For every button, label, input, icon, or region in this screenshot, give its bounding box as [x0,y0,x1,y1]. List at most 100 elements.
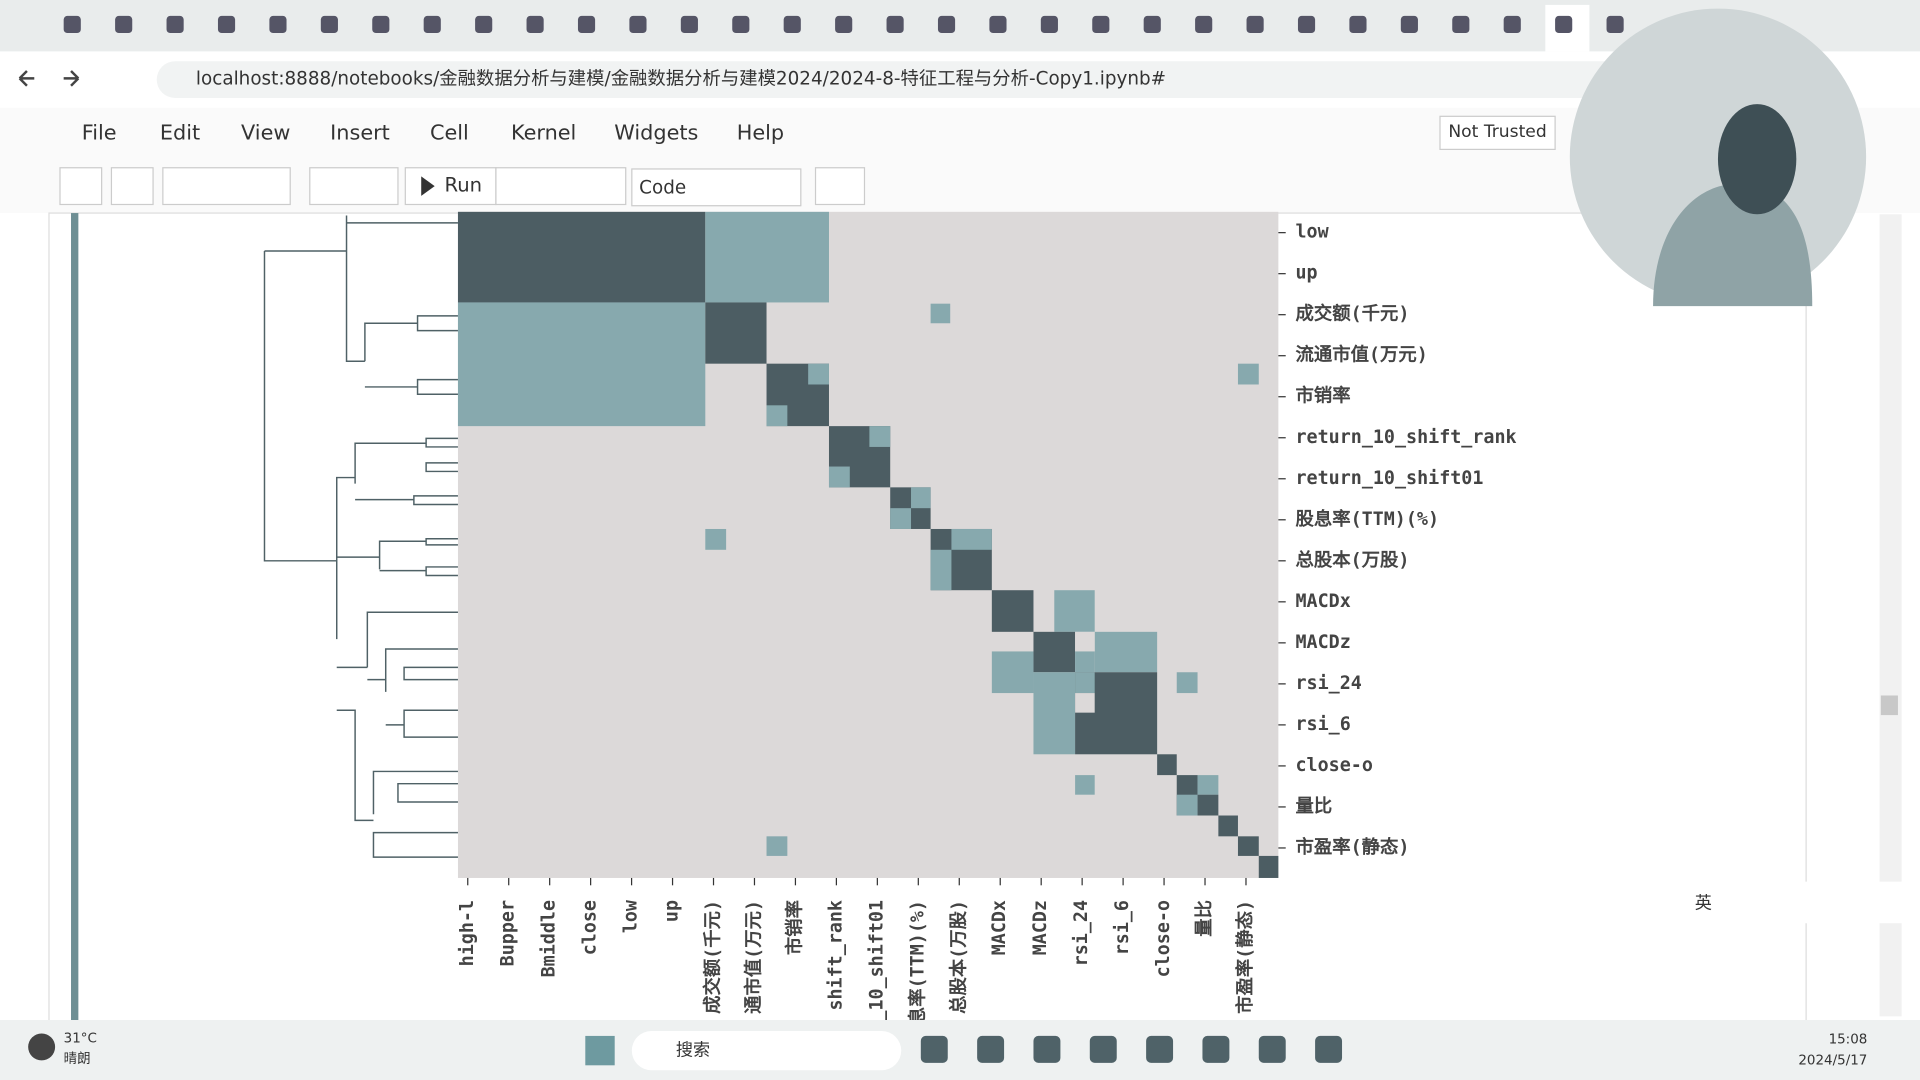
tab-icon[interactable] [577,15,596,34]
col-label: shift_rank [825,900,846,1011]
heatmap-cell [1157,754,1177,776]
row-label: 量比 [1296,795,1333,817]
row-label: rsi_24 [1296,673,1362,694]
heatmap-cell [808,363,829,385]
toolbar-group[interactable] [495,167,627,206]
row-label: return_10_shift_rank [1296,427,1517,448]
heatmap-cell [766,405,788,427]
cell-type-select[interactable] [631,168,802,207]
tab-icon[interactable] [1606,15,1624,34]
toolbar-group[interactable] [110,167,154,206]
tab-icon[interactable] [1503,15,1521,34]
temperature: 31°C [64,1031,97,1046]
nav-button[interactable] [18,70,35,87]
heatmap-cell [869,426,891,447]
taskbar-app[interactable] [1258,1035,1286,1063]
col-label: 市销率 [783,900,805,955]
toolbar-group[interactable] [309,167,399,206]
tab-icon[interactable] [320,15,338,34]
run-label: Run [444,174,482,197]
taskbar-app[interactable] [1089,1035,1117,1063]
tab-icon[interactable] [1452,15,1470,34]
menu-item[interactable]: Cell [430,120,469,144]
tab-icon[interactable] [680,15,698,34]
col-label: up [662,900,683,922]
row-label: low [1296,222,1330,243]
heatmap-cell [890,508,912,529]
taskbar-app[interactable] [1315,1035,1343,1063]
taskbar-app[interactable] [1202,1035,1230,1063]
menu-item[interactable]: Edit [160,120,200,144]
tab-icon[interactable] [1555,15,1573,34]
tab-icon[interactable] [1040,15,1058,34]
heatmap-cell [828,466,850,488]
tab-icon[interactable] [526,15,544,34]
keyboard-button[interactable] [814,167,866,206]
tab-icon[interactable] [269,15,287,34]
tab-icon[interactable] [166,15,184,34]
cell-type: Code [639,178,686,199]
tab-icon[interactable] [1400,15,1418,34]
heatmap-cell [1218,815,1238,837]
heatmap-cell [457,302,706,427]
row-label: close-o [1296,755,1373,776]
menu-item[interactable]: Widgets [614,120,698,144]
tab-icon[interactable] [732,15,750,34]
toolbar-group[interactable] [162,167,291,206]
menu-item[interactable]: File [82,120,117,144]
toolbar-group[interactable] [59,167,103,206]
tab-icon[interactable] [63,15,81,34]
col-label: high-l [457,900,478,966]
run-icon [421,176,435,196]
row-label: 股息率(TTM)(%) [1295,508,1440,530]
row-label: 成交额(千元) [1296,303,1410,325]
tab-icon[interactable] [629,15,647,34]
nav-button[interactable] [63,70,80,87]
col-label: Bupper [498,900,519,966]
col-label: _10_shift01 [866,900,887,1022]
tab-icon[interactable] [1246,15,1264,34]
tab-bar [0,0,1920,52]
tab-icon[interactable] [1297,15,1316,34]
col-label: 量比 [1193,900,1215,937]
tab-icon[interactable] [423,15,441,34]
taskbar-app[interactable] [1033,1035,1061,1063]
search-box[interactable] [631,1031,902,1071]
tab-icon[interactable] [475,15,493,34]
scrollbar[interactable] [1879,214,1902,1017]
menu-item[interactable]: View [241,120,290,144]
tab-icon[interactable] [989,15,1007,34]
tab-icon[interactable] [886,15,904,34]
heatmap-cell [1075,775,1095,795]
tab-icon[interactable] [1143,15,1161,34]
menu-item[interactable]: Help [737,120,784,144]
tab-icon[interactable] [937,15,956,34]
url-field[interactable] [156,61,1627,98]
scroll-thumb[interactable] [1880,695,1898,716]
tab-icon[interactable] [217,15,236,34]
tab-icon[interactable] [1195,15,1213,34]
row-label: MACDz [1296,632,1351,653]
heatmap-cell [1176,672,1198,694]
taskbar-app[interactable] [977,1035,1005,1063]
tab-icon[interactable] [783,15,801,34]
start-button[interactable] [585,1035,615,1066]
tab-icon[interactable] [1349,15,1367,34]
ime-mode[interactable]: 英 [1695,894,1712,914]
tab-icon[interactable] [372,15,390,34]
row-label: up [1296,263,1318,284]
menu-item[interactable]: Kernel [511,120,576,144]
tab-icon[interactable] [115,15,133,34]
trust-badge[interactable] [1439,115,1556,150]
heatmap-cell [457,211,706,303]
tab-icon[interactable] [835,15,853,34]
tab-icon[interactable] [1092,15,1110,34]
url: localhost:8888/notebooks/金融数据分析与建模/金融数据分… [196,69,1166,90]
menu-item[interactable]: Insert [330,120,390,144]
taskbar-app[interactable] [1146,1035,1174,1063]
heatmap-cell [1197,775,1219,795]
heatmap-cell [766,836,788,856]
row-label: rsi_6 [1296,714,1351,735]
col-label: 息率(TTM)(%) [906,900,928,1025]
taskbar-app[interactable] [920,1035,948,1063]
